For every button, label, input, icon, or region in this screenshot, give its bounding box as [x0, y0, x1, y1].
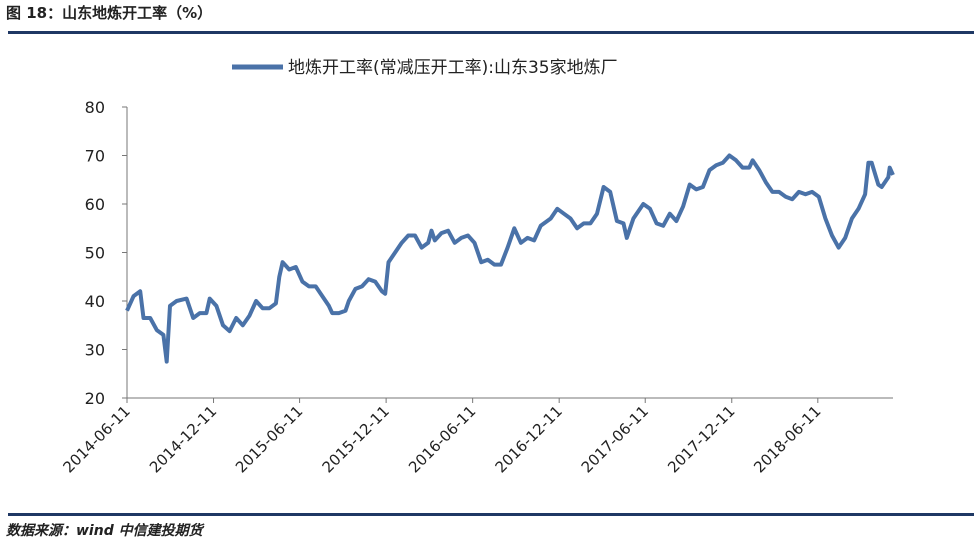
series-line: [125, 153, 895, 364]
source-note: 数据来源：wind 中信建投期货: [6, 522, 205, 539]
x-tick-label: 2015-12-11: [319, 402, 393, 476]
x-tick-label: 2018-06-11: [750, 402, 824, 476]
x-tick-label: 2017-06-11: [578, 402, 652, 476]
y-tick-label: 20: [85, 389, 105, 408]
x-tick-label: 2014-12-11: [146, 402, 220, 476]
x-tick-label: 2016-06-11: [405, 402, 479, 476]
footer-rule: [8, 513, 974, 516]
title-rule: [8, 31, 974, 34]
plot-area: 20 30 40 50 60 70 80 2014-06-11 2014-12-11 2015-0…: [59, 58, 895, 476]
y-tick-label: 50: [85, 244, 105, 263]
y-tick-label: 40: [85, 292, 105, 311]
y-tick-label: 60: [85, 195, 105, 214]
y-tick-label: 30: [85, 341, 105, 360]
x-tick-label: 2015-06-11: [232, 402, 306, 476]
y-tick-label: 70: [85, 147, 105, 166]
x-tick-label: 2017-12-11: [664, 402, 738, 476]
legend-label: 地炼开工率(常减压开工率):山东35家地炼厂: [288, 58, 618, 78]
figure-title: 图 18：山东地炼开工率（%）: [6, 4, 212, 22]
x-tick-label: 2014-06-11: [59, 402, 133, 476]
y-tick-label: 80: [85, 98, 105, 117]
x-tick-label: 2016-12-11: [492, 402, 566, 476]
